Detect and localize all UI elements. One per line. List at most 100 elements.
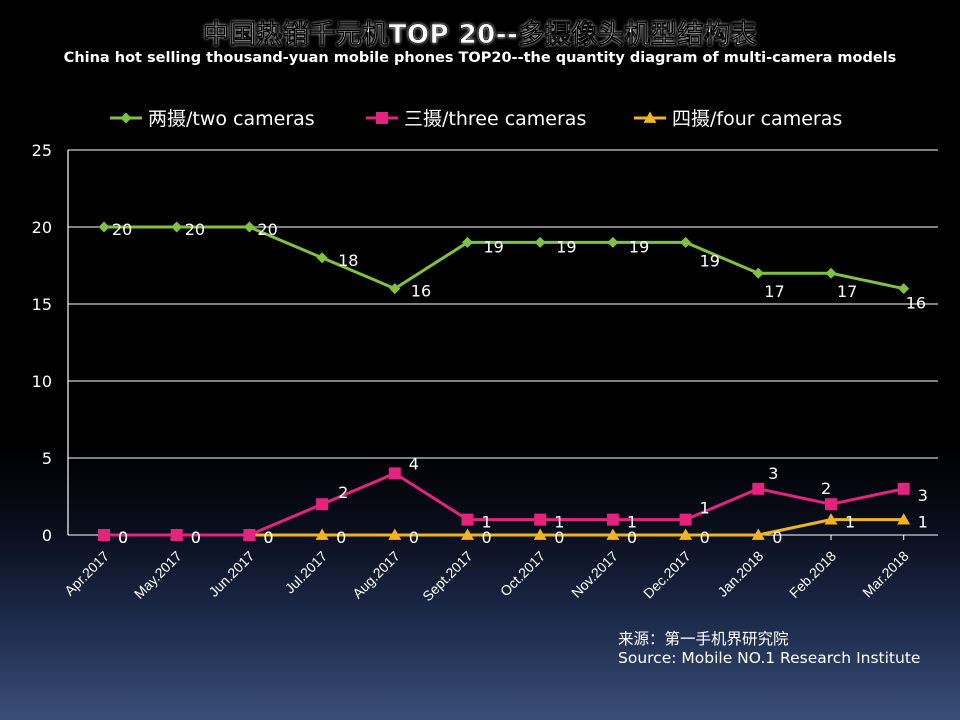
y-tick-label: 15	[32, 295, 52, 314]
data-label: 2	[338, 483, 348, 502]
data-label: 0	[191, 528, 201, 547]
source-line-cn: 来源：第一手机界研究院	[618, 630, 789, 648]
legend-marker	[120, 112, 132, 124]
data-label: 19	[556, 237, 576, 256]
data-label: 17	[837, 282, 857, 301]
series-line	[104, 518, 904, 537]
data-label: 0	[700, 528, 710, 547]
legend-item: 三摄/three cameras	[366, 108, 586, 130]
data-point	[897, 482, 910, 495]
data-point	[98, 529, 110, 541]
data-point	[462, 236, 473, 248]
y-tick-label: 5	[42, 449, 52, 468]
data-label: 20	[257, 220, 277, 239]
data-label: 1	[627, 513, 637, 532]
data-label: 0	[191, 528, 201, 547]
y-tick-label: 20	[32, 218, 52, 237]
data-label: 0	[263, 528, 273, 547]
data-label: 0	[772, 528, 782, 547]
y-tick-label: 0	[42, 526, 52, 545]
data-point	[752, 482, 765, 495]
x-tick-label: Jun.2017	[205, 548, 257, 600]
x-tick-label: Sept.2017	[419, 548, 476, 605]
source-line-en: Source: Mobile NO.1 Research Institute	[618, 649, 921, 667]
data-label: 2	[821, 479, 831, 498]
source-note: 来源：第一手机界研究院 Source: Mobile NO.1 Research…	[618, 630, 948, 668]
data-label: 16	[906, 294, 926, 313]
data-label: 18	[338, 251, 358, 270]
data-point	[171, 221, 183, 233]
legend-label: 四摄/four cameras	[672, 108, 842, 130]
data-label: 4	[409, 454, 419, 473]
data-label: 1	[700, 499, 710, 518]
y-tick-label: 10	[32, 372, 52, 391]
data-label: 19	[629, 237, 649, 256]
data-point	[461, 528, 474, 540]
data-point	[243, 221, 255, 233]
data-labels: 20 20 20 18 16 19 19 19 19 17 17 16 0 0 0 2 4 1 1 1 1 3 2 3 0 0 0 0…	[112, 220, 928, 547]
x-tick-label: Nov.2017	[568, 548, 621, 601]
data-point	[752, 267, 764, 279]
data-label: 20	[185, 220, 205, 239]
data-point	[680, 236, 692, 248]
data-label: 17	[764, 282, 784, 301]
data-point	[243, 529, 256, 541]
data-label: 3	[918, 486, 928, 505]
data-point	[751, 528, 765, 540]
data-point	[316, 498, 329, 511]
y-tick-label: 25	[32, 141, 52, 160]
data-point	[388, 528, 402, 540]
data-label: 0	[409, 528, 419, 547]
data-label: 0	[554, 528, 564, 547]
x-tick-label: Mar.2018	[859, 548, 912, 601]
data-point	[461, 513, 474, 526]
data-point	[533, 528, 547, 540]
data-label: 0	[118, 528, 128, 547]
data-point	[607, 236, 619, 248]
data-point	[824, 513, 838, 525]
data-point	[606, 528, 620, 540]
data-point	[315, 528, 329, 540]
data-point	[534, 513, 547, 526]
data-label: 1	[845, 513, 855, 532]
data-label: 0	[263, 528, 273, 547]
data-label: 1	[554, 513, 564, 532]
gridlines	[68, 149, 938, 536]
data-label: 1	[918, 513, 928, 532]
data-point	[679, 528, 693, 540]
x-tick-label: Dec.2017	[640, 548, 694, 602]
data-label: 20	[112, 220, 132, 239]
x-tick-label: Apr.2017	[61, 548, 112, 599]
x-tick-label: Feb.2018	[786, 548, 839, 601]
data-label: 1	[482, 513, 492, 532]
data-point	[98, 221, 110, 233]
data-point	[389, 283, 401, 295]
chart-title: 中国热销千元机TOP 20--多摄像头机型结构表	[203, 20, 757, 51]
legend-item: 四摄/four cameras	[634, 108, 842, 130]
legend-label: 三摄/three cameras	[404, 108, 586, 130]
x-tick-label: May.2017	[131, 548, 185, 602]
data-point	[825, 498, 837, 511]
data-point	[388, 467, 401, 480]
data-point	[825, 267, 837, 279]
data-label: 16	[411, 282, 431, 301]
series-layer	[97, 221, 911, 541]
data-label: 19	[484, 237, 504, 256]
data-point	[534, 236, 546, 248]
x-tick-label: Jan.2018	[714, 548, 766, 600]
data-label: 0	[336, 528, 346, 547]
chart-subtitle: China hot selling thousand-yuan mobile p…	[63, 50, 897, 66]
data-point	[679, 513, 692, 526]
x-tick-label: Aug.2017	[349, 548, 403, 602]
data-point	[897, 513, 911, 525]
x-tick-label: Oct.2017	[497, 548, 549, 600]
data-label: 3	[768, 464, 778, 483]
x-tick-label: Jul.2017	[281, 548, 330, 597]
data-label: 0	[118, 528, 128, 547]
data-label: 0	[482, 528, 492, 547]
data-label: 0	[627, 528, 637, 547]
data-point	[170, 529, 183, 541]
data-point	[606, 513, 619, 526]
legend-label: 两摄/two cameras	[148, 108, 315, 130]
series-line	[104, 225, 905, 291]
